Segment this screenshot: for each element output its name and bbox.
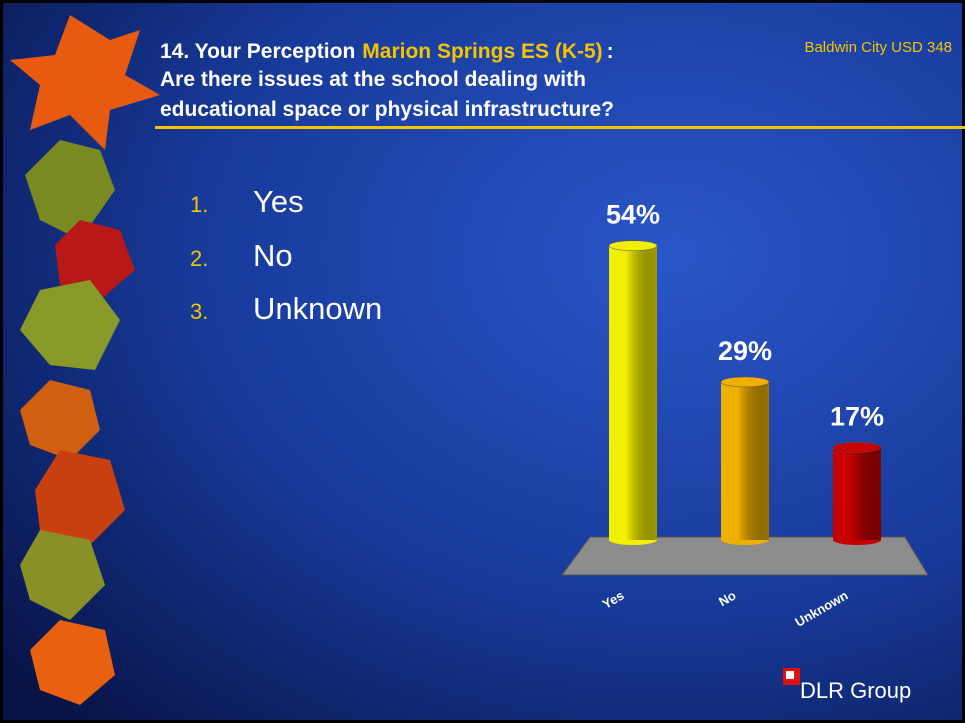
school-name: Marion Springs ES (K-5) <box>362 40 602 63</box>
bar-cap <box>721 377 769 387</box>
option-text: Unknown <box>253 291 382 326</box>
logo: DLR Group <box>800 678 911 703</box>
bar-shade <box>609 246 657 540</box>
page: 14. Your Perception Marion Springs ES (K-… <box>0 0 965 723</box>
option-number: 2. <box>190 246 208 271</box>
option-text: Yes <box>253 184 304 219</box>
question-line: Are there issues at the school dealing w… <box>160 68 586 91</box>
question-line: educational space or physical infrastruc… <box>160 98 614 121</box>
district: Baldwin City USD 348 <box>804 39 952 56</box>
slide: 14. Your Perception Marion Springs ES (K-… <box>0 0 965 723</box>
option-text: No <box>253 238 293 273</box>
value-label: 29% <box>718 336 772 366</box>
option-number: 1. <box>190 192 208 217</box>
bar-shade <box>721 382 769 540</box>
value-label: 17% <box>830 401 884 431</box>
title-rule <box>155 126 965 129</box>
title-colon: : <box>607 40 614 63</box>
bar-shade <box>833 447 881 540</box>
option-number: 3. <box>190 299 208 324</box>
bar-cap <box>609 241 657 251</box>
title-text: 14. Your Perception <box>160 40 355 63</box>
bar-cap <box>833 442 881 452</box>
value-label: 54% <box>606 200 660 230</box>
logo-mark-inner <box>786 671 794 679</box>
title: 14. Your Perception Marion Springs ES (K-… <box>160 40 614 63</box>
